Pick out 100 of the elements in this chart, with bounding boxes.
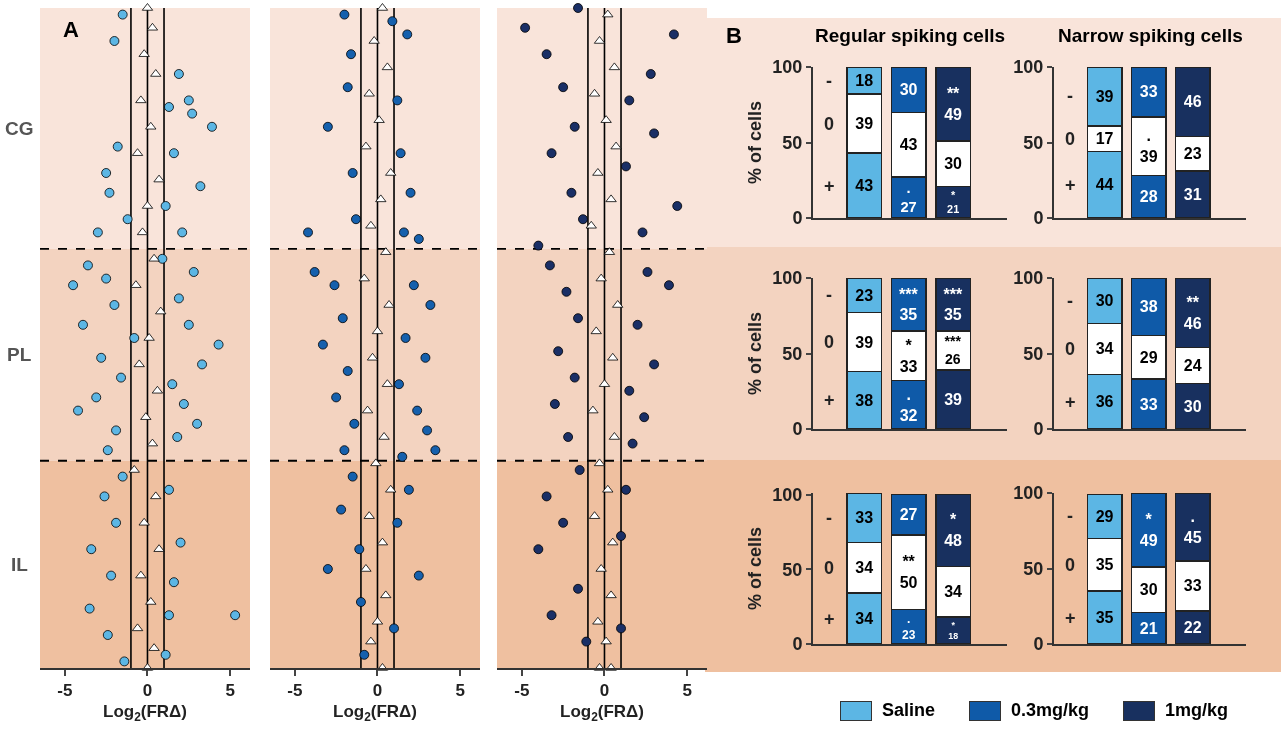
- series-label: 0: [1065, 555, 1076, 575]
- y-tick-label: 50: [1023, 558, 1044, 579]
- data-label: . 23: [901, 612, 916, 642]
- data-label: 34: [1095, 340, 1114, 358]
- y-tick-label: 50: [1023, 132, 1044, 153]
- category-label: Saline: [882, 700, 936, 720]
- y-tick-label: 50: [1023, 343, 1044, 364]
- y-axis-title: % of cells: [745, 311, 766, 396]
- series-label: +: [824, 176, 835, 196]
- data-label: . 27: [900, 180, 917, 216]
- x-tick-label: -5: [287, 681, 303, 701]
- series-label: 0: [1065, 129, 1076, 149]
- data-label: 43: [899, 136, 918, 154]
- data-label: 30: [1139, 581, 1158, 599]
- series-label: -: [1067, 506, 1073, 526]
- y-tick-label: 100: [1013, 268, 1044, 289]
- category-label: 0.3mg/kg: [1011, 700, 1090, 720]
- data-label: 39: [1095, 87, 1114, 105]
- x-tick-label: 0: [142, 681, 153, 701]
- y-tick-label: 100: [1013, 57, 1044, 78]
- data-label: 28: [1139, 188, 1158, 206]
- data-label: 39: [855, 333, 874, 351]
- series-label: 0: [1065, 339, 1076, 359]
- x-tick-label: 5: [682, 681, 692, 701]
- data-label: 34: [944, 583, 963, 601]
- y-tick-label: 100: [772, 57, 803, 78]
- data-label: * 49: [1139, 511, 1158, 549]
- data-label: 35: [1095, 556, 1114, 574]
- data-label: * 48: [944, 511, 963, 550]
- data-label: . 39: [1139, 127, 1158, 166]
- x-tick-label: -5: [57, 681, 73, 701]
- y-tick-label: 0: [792, 419, 803, 440]
- data-label: *** 35: [943, 285, 963, 324]
- series-label: -: [826, 71, 832, 91]
- data-label: ** 50: [899, 553, 918, 592]
- series-label: -: [1067, 86, 1073, 106]
- data-label: 23: [1183, 145, 1202, 163]
- y-tick-label: 0: [1033, 208, 1044, 229]
- y-tick-label: 100: [772, 268, 803, 289]
- chart-title: Regular spiking cells: [815, 25, 1006, 46]
- data-label: 33: [1139, 395, 1158, 413]
- data-label: 38: [1139, 298, 1158, 316]
- data-label: 33: [855, 509, 874, 527]
- y-tick-label: 0: [1033, 634, 1044, 655]
- data-label: 30: [944, 155, 963, 173]
- y-tick-label: 50: [782, 559, 803, 580]
- data-label: 39: [944, 391, 963, 409]
- y-tick-label: 0: [1033, 419, 1044, 440]
- data-label: 39: [855, 115, 874, 133]
- y-axis-title: % of cells: [745, 100, 766, 185]
- data-label: 33: [1183, 577, 1202, 595]
- series-label: -: [826, 508, 832, 528]
- y-axis-title: % of cells: [745, 526, 766, 611]
- data-label: 34: [855, 559, 874, 577]
- data-label: 31: [1183, 186, 1202, 204]
- data-label: 34: [855, 610, 874, 628]
- data-label: 36: [1095, 393, 1114, 411]
- x-axis-title: Log$_{2}$(FRΔ): [560, 702, 644, 724]
- series-label: +: [824, 390, 835, 410]
- text: B: [726, 23, 742, 48]
- data-label: 46: [1183, 93, 1202, 111]
- series-label: +: [824, 609, 835, 629]
- data-label: *** 26: [944, 333, 962, 368]
- data-label: 38: [855, 391, 874, 409]
- x-tick-label: 5: [225, 681, 235, 701]
- data-label: 30: [1095, 292, 1114, 310]
- annotation: A: [63, 17, 79, 42]
- band-label: IL: [11, 554, 29, 575]
- data-label: *** 35: [898, 285, 919, 324]
- x-axis-title: Log$_{2}$(FRΔ): [103, 702, 187, 724]
- category-label: 1mg/kg: [1165, 700, 1229, 720]
- data-label: 18: [855, 72, 874, 90]
- y-tick-label: 0: [792, 634, 803, 655]
- data-label: 33: [1139, 83, 1158, 101]
- band-label: PL: [7, 344, 32, 365]
- x-tick-label: 5: [455, 681, 465, 701]
- data-label: * 21: [947, 188, 960, 215]
- x-tick-label: -5: [514, 681, 530, 701]
- series-label: 0: [824, 558, 835, 578]
- y-tick-label: 0: [792, 208, 803, 229]
- data-label: 43: [855, 177, 874, 195]
- series-label: -: [826, 285, 832, 305]
- series-label: +: [1065, 392, 1076, 412]
- y-tick-label: 100: [772, 484, 803, 505]
- x-tick-label: 0: [599, 681, 610, 701]
- data-label: 30: [1183, 397, 1202, 415]
- series-label: -: [1067, 291, 1073, 311]
- data-label: . 45: [1183, 508, 1202, 546]
- data-label: ** 46: [1183, 293, 1202, 332]
- data-label: 22: [1183, 618, 1202, 636]
- data-label: 44: [1095, 176, 1114, 194]
- data-label: 29: [1095, 507, 1114, 525]
- x-axis-title: Log$_{2}$(FRΔ): [333, 702, 417, 724]
- series-label: 0: [824, 332, 835, 352]
- data-label: 35: [1095, 609, 1114, 627]
- data-label: 17: [1095, 130, 1114, 148]
- data-label: 29: [1139, 348, 1158, 366]
- data-label: * 33: [899, 336, 918, 375]
- data-label: 30: [899, 81, 918, 99]
- y-tick-label: 100: [1013, 483, 1044, 504]
